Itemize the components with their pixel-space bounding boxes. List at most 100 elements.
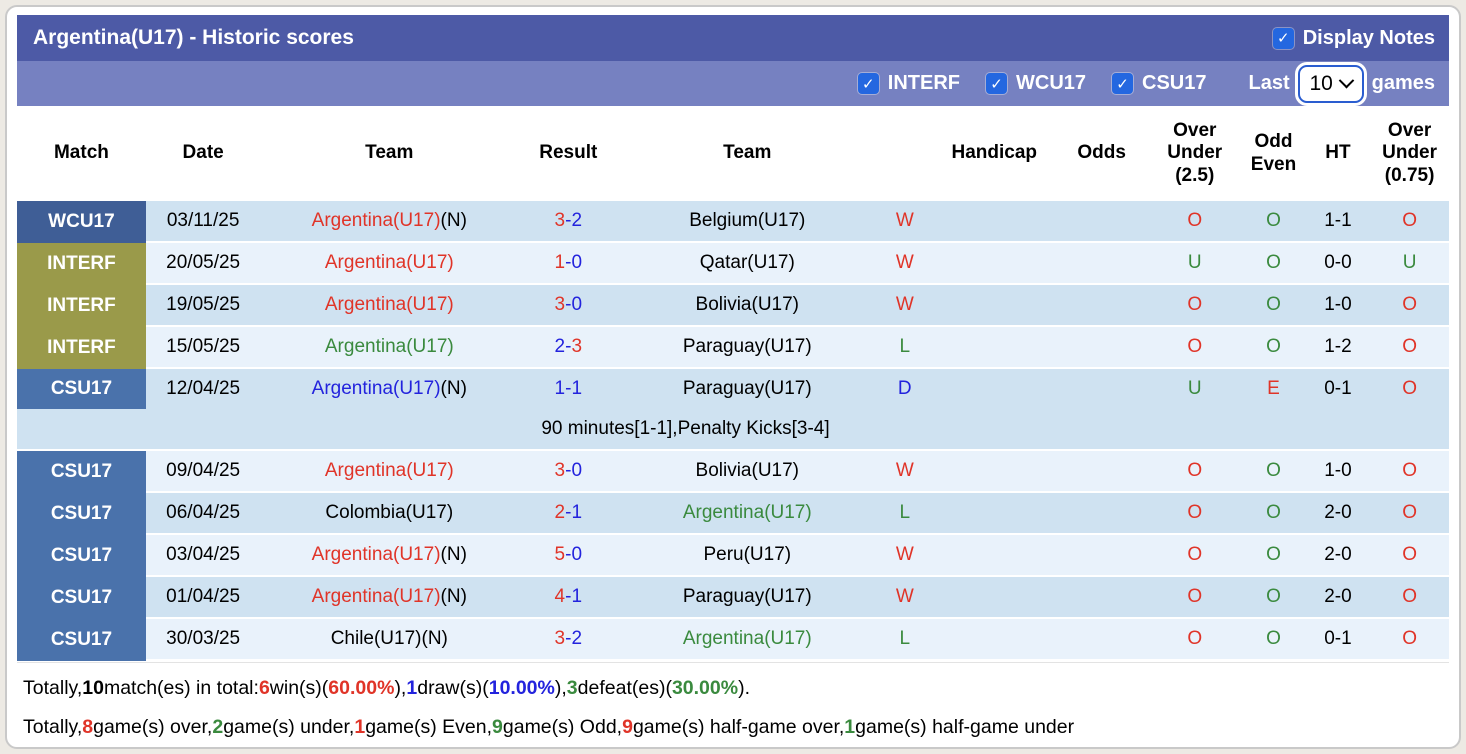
over-under-25-cell: O <box>1148 451 1242 493</box>
ht-cell: 1-0 <box>1305 451 1371 493</box>
summary: Totally, 10 match(es) in total: 6 win(s)… <box>17 662 1449 747</box>
home-team-cell: Argentina(U17) <box>260 285 519 327</box>
home-team-cell: Argentina(U17)(N) <box>260 577 519 619</box>
league-badge-cell: CSU17 <box>17 535 146 577</box>
filter-csu17: ✓ CSU17 <box>1112 72 1207 95</box>
home-team-cell: Colombia(U17) <box>260 493 519 535</box>
last-games-select[interactable]: 10 <box>1297 64 1364 103</box>
odd-even-cell: O <box>1241 201 1306 243</box>
over-under-075-cell: O <box>1370 201 1449 243</box>
over-under-075-cell: O <box>1370 619 1449 661</box>
handicap-result-cell: W <box>876 243 934 285</box>
handicap-result-cell: W <box>876 285 934 327</box>
home-team-cell: Argentina(U17)(N) <box>260 369 519 409</box>
over-under-075-cell: O <box>1370 535 1449 577</box>
league-badge-cell: INTERF <box>17 327 146 369</box>
home-team-cell: Argentina(U17)(N) <box>260 201 519 243</box>
match-row: WCU17 03/11/25 Argentina(U17)(N) 3-2 Belgium… <box>17 201 1449 243</box>
odd-even-cell: O <box>1241 327 1306 369</box>
wcu17-label: WCU17 <box>1016 72 1087 94</box>
handicap-result-cell: W <box>876 535 934 577</box>
away-team-cell: Belgium(U17) <box>618 201 877 243</box>
odd-even-cell: O <box>1241 619 1306 661</box>
wcu17-checkbox[interactable]: ✓ <box>986 73 1007 94</box>
odds-cell <box>1055 285 1149 327</box>
match-row: CSU17 12/04/25 Argentina(U17)(N) 1-1 Paragua… <box>17 369 1449 409</box>
games-label: games <box>1371 72 1435 94</box>
odd-even-cell: O <box>1241 285 1306 327</box>
league-badge-cell: CSU17 <box>17 369 146 409</box>
home-team-cell: Chile(U17)(N) <box>260 619 519 661</box>
checkmark-icon: ✓ <box>1276 30 1290 47</box>
ht-cell: 0-1 <box>1305 369 1371 409</box>
interf-label: INTERF <box>887 72 960 94</box>
match-row: INTERF 20/05/25 Argentina(U17) 1-0 Qatar(U17… <box>17 243 1449 285</box>
handicap-cell <box>933 535 1056 577</box>
league-badge-cell: CSU17 <box>17 577 146 619</box>
away-team-cell: Bolivia(U17) <box>618 285 877 327</box>
result-cell: 2-1 <box>518 493 619 535</box>
odds-cell <box>1055 577 1149 619</box>
odds-cell <box>1055 243 1149 285</box>
away-team-cell: Argentina(U17) <box>618 493 877 535</box>
odd-even-cell: O <box>1241 493 1306 535</box>
home-team-cell: Argentina(U17) <box>260 451 519 493</box>
odds-cell <box>1055 327 1149 369</box>
away-team-cell: Qatar(U17) <box>618 243 877 285</box>
away-team-cell: Paraguay(U17) <box>618 369 877 409</box>
ht-cell: 0-1 <box>1305 619 1371 661</box>
match-row: CSU17 09/04/25 Argentina(U17) 3-0 Bolivia(U1… <box>17 451 1449 493</box>
column-header: Odd Even <box>1241 106 1306 201</box>
odds-cell <box>1055 493 1149 535</box>
last-games-control: Last 10 games <box>1249 64 1435 103</box>
odds-cell <box>1055 201 1149 243</box>
note-cell: 90 minutes[1-1],Penalty Kicks[3-4] <box>17 409 1449 451</box>
handicap-result-cell: W <box>876 201 934 243</box>
column-header: Team <box>260 106 519 201</box>
league-badge-cell: CSU17 <box>17 493 146 535</box>
league-badge-cell: WCU17 <box>17 201 146 243</box>
date-cell: 01/04/25 <box>145 577 261 619</box>
handicap-result-cell: D <box>876 369 934 409</box>
panel-title: Argentina(U17) - Historic scores <box>33 26 354 49</box>
result-cell: 2-3 <box>518 327 619 369</box>
summary-line-results: Totally, 10 match(es) in total: 6 win(s)… <box>23 677 750 699</box>
column-header: Match <box>17 106 146 201</box>
ht-cell: 2-0 <box>1305 535 1371 577</box>
ht-cell: 1-0 <box>1305 285 1371 327</box>
league-badge-cell: INTERF <box>17 285 146 327</box>
ht-cell: 1-1 <box>1305 201 1371 243</box>
away-team-cell: Paraguay(U17) <box>618 577 877 619</box>
date-cell: 03/11/25 <box>145 201 261 243</box>
odd-even-cell: O <box>1241 535 1306 577</box>
match-row: CSU17 01/04/25 Argentina(U17)(N) 4-1 Paragua… <box>17 577 1449 619</box>
csu17-checkbox[interactable]: ✓ <box>1112 73 1134 94</box>
over-under-075-cell: O <box>1370 327 1449 369</box>
interf-checkbox[interactable]: ✓ <box>857 73 879 94</box>
historic-scores-table: Match Date Team Result Team Handicap Odds Over … <box>17 106 1449 661</box>
summary-line-goals: Totally, 8 game(s) over, 2 game(s) under… <box>23 716 1075 738</box>
column-header: Over Under (2.5) <box>1148 106 1242 201</box>
match-row: CSU17 03/04/25 Argentina(U17)(N) 5-0 Peru(U1… <box>17 535 1449 577</box>
select-value: 10 <box>1309 71 1333 95</box>
display-notes-checkbox[interactable]: ✓ <box>1272 27 1294 49</box>
date-cell: 03/04/25 <box>145 535 261 577</box>
over-under-25-cell: O <box>1148 577 1242 619</box>
league-badge-cell: CSU17 <box>17 619 146 661</box>
league-badge-cell: CSU17 <box>17 451 146 493</box>
handicap-result-cell: L <box>876 493 934 535</box>
column-header: Over Under (0.75) <box>1370 106 1449 201</box>
filter-interf: ✓ INTERF <box>857 72 960 95</box>
odds-cell <box>1055 369 1149 409</box>
note-row: 90 minutes[1-1],Penalty Kicks[3-4] <box>17 409 1449 451</box>
away-team-cell: Argentina(U17) <box>618 619 877 661</box>
over-under-25-cell: U <box>1148 369 1242 409</box>
checkmark-icon: ✓ <box>1116 75 1129 93</box>
over-under-25-cell: O <box>1148 285 1242 327</box>
away-team-cell: Paraguay(U17) <box>618 327 877 369</box>
checkmark-icon: ✓ <box>861 75 875 93</box>
date-cell: 30/03/25 <box>145 619 261 661</box>
result-cell: 3-2 <box>518 619 619 661</box>
over-under-075-cell: U <box>1370 243 1449 285</box>
odd-even-cell: O <box>1241 451 1306 493</box>
